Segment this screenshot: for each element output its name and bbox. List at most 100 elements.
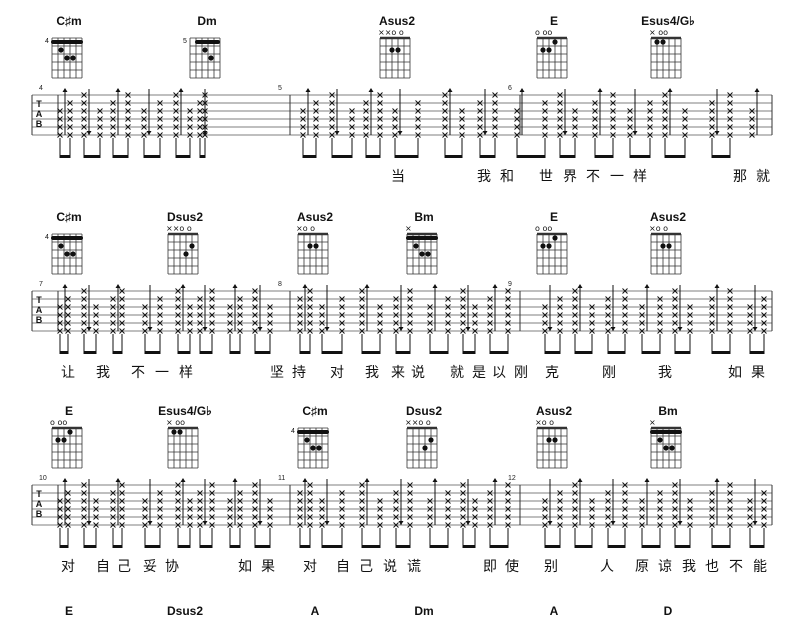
- x-notehead: [572, 108, 578, 114]
- x-notehead: [682, 108, 688, 114]
- x-notehead: [81, 506, 87, 512]
- x-notehead: [157, 498, 163, 504]
- x-notehead: [307, 514, 313, 520]
- rhythm-beam: [712, 351, 730, 354]
- strum-arrowhead: [610, 521, 616, 525]
- x-notehead: [572, 490, 578, 496]
- x-notehead: [514, 132, 520, 138]
- open-muted-string-marks: o oo: [535, 28, 553, 37]
- lyric-character: 界: [563, 169, 577, 185]
- x-notehead: [487, 312, 493, 318]
- x-notehead: [81, 482, 87, 488]
- x-notehead: [202, 92, 208, 98]
- x-notehead: [227, 320, 233, 326]
- finger-dot: [546, 243, 552, 249]
- x-notehead: [605, 522, 611, 528]
- x-notehead: [514, 116, 520, 122]
- finger-dot: [428, 437, 434, 443]
- x-notehead: [187, 124, 193, 130]
- finger-dot: [425, 251, 431, 257]
- barre-mark: [195, 40, 220, 44]
- x-notehead: [557, 296, 563, 302]
- x-notehead: [157, 320, 163, 326]
- x-notehead: [377, 320, 383, 326]
- x-notehead: [97, 132, 103, 138]
- x-notehead: [747, 320, 753, 326]
- tab-clef-letter: T: [36, 295, 42, 305]
- x-notehead: [492, 92, 498, 98]
- x-notehead: [589, 514, 595, 520]
- x-notehead: [359, 312, 365, 318]
- x-notehead: [227, 304, 233, 310]
- x-notehead: [657, 328, 663, 334]
- chord-name: C♯m: [56, 210, 82, 224]
- finger-dot: [313, 243, 319, 249]
- x-notehead: [297, 328, 303, 334]
- x-notehead: [407, 304, 413, 310]
- rhythm-beam: [642, 351, 660, 354]
- x-notehead: [427, 506, 433, 512]
- strum-arrowhead: [714, 284, 720, 288]
- x-notehead: [175, 288, 181, 294]
- x-notehead: [622, 304, 628, 310]
- x-notehead: [407, 482, 413, 488]
- x-notehead: [97, 108, 103, 114]
- chord-name: Esus4/G♭: [158, 404, 212, 418]
- x-notehead: [393, 490, 399, 496]
- x-notehead: [605, 304, 611, 310]
- x-notehead: [407, 320, 413, 326]
- x-notehead: [81, 490, 87, 496]
- x-notehead: [377, 522, 383, 528]
- rhythm-beam: [200, 545, 212, 548]
- x-notehead: [363, 124, 369, 130]
- x-notehead: [657, 312, 663, 318]
- strum-arrowhead: [62, 478, 68, 482]
- x-notehead: [339, 320, 345, 326]
- x-notehead: [377, 132, 383, 138]
- strum-arrowhead: [86, 521, 92, 525]
- strum-arrowhead: [86, 131, 92, 135]
- rhythm-beam: [178, 351, 190, 354]
- x-notehead: [359, 482, 365, 488]
- x-notehead: [297, 304, 303, 310]
- x-notehead: [487, 522, 493, 528]
- tab-clef-letter: A: [35, 499, 43, 509]
- strum-arrowhead: [714, 478, 720, 482]
- finger-dot: [546, 47, 552, 53]
- x-notehead: [202, 116, 208, 122]
- x-notehead: [142, 498, 148, 504]
- x-notehead: [187, 304, 193, 310]
- x-notehead: [329, 132, 335, 138]
- x-notehead: [427, 514, 433, 520]
- chord-name: Dsus2: [166, 210, 204, 224]
- x-notehead: [472, 514, 478, 520]
- strum-arrowhead: [147, 521, 153, 525]
- x-notehead: [622, 498, 628, 504]
- strum-arrowhead: [324, 327, 330, 331]
- x-notehead: [445, 514, 451, 520]
- x-notehead: [187, 498, 193, 504]
- x-notehead: [557, 132, 563, 138]
- finger-dot: [202, 47, 208, 53]
- x-notehead: [761, 506, 767, 512]
- x-notehead: [377, 498, 383, 504]
- x-notehead: [329, 116, 335, 122]
- x-notehead: [173, 132, 179, 138]
- x-notehead: [639, 312, 645, 318]
- rhythm-beam: [665, 155, 685, 158]
- finger-dot: [310, 445, 316, 451]
- rhythm-beam: [300, 545, 310, 548]
- x-notehead: [57, 116, 63, 122]
- x-notehead: [197, 328, 203, 334]
- x-notehead: [319, 320, 325, 326]
- x-notehead: [514, 124, 520, 130]
- x-notehead: [307, 296, 313, 302]
- lyric-character: 对: [330, 365, 344, 381]
- open-muted-string-marks: ××o o: [405, 418, 431, 427]
- rhythm-beam: [575, 545, 592, 548]
- lyric-character: 坚: [270, 365, 284, 381]
- strum-arrowhead: [492, 284, 498, 288]
- rhythm-beam: [200, 351, 212, 354]
- lyric-character: 果: [751, 365, 765, 381]
- x-notehead: [487, 498, 493, 504]
